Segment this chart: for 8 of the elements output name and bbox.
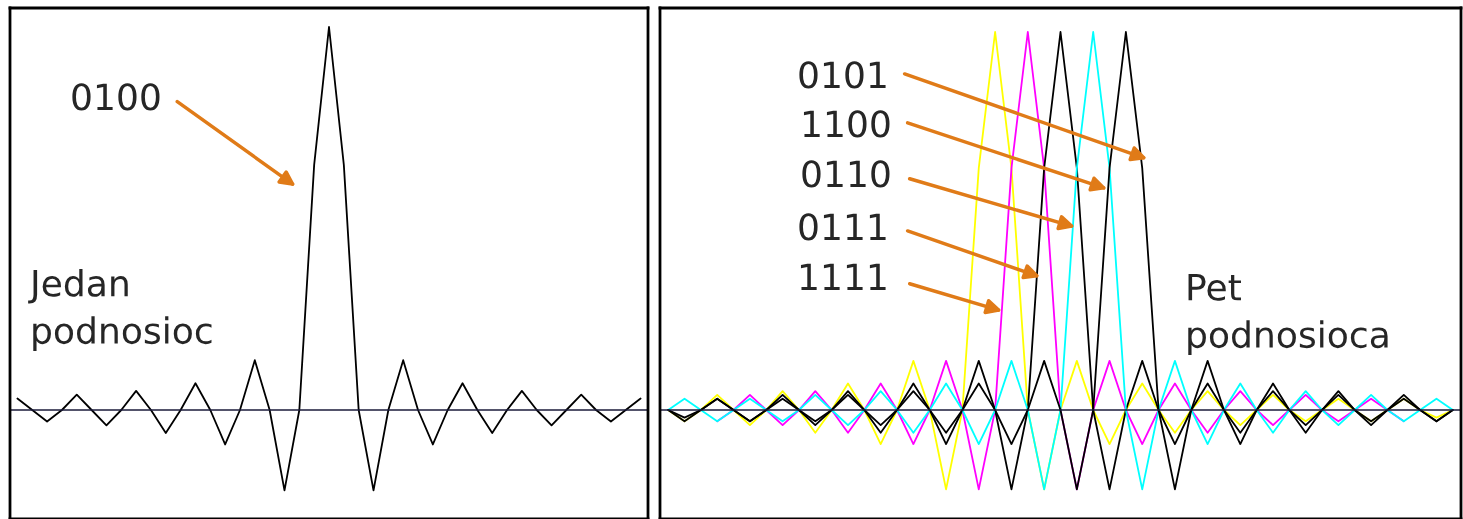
annotation: Pet podnosioca (1188, 273, 1388, 356)
annotation: 0111 (799, 213, 886, 241)
annotation: 1100 (803, 110, 890, 138)
annotation: 0110 (802, 160, 890, 188)
annotation: 1111 (800, 263, 886, 290)
annotation: 0100 (72, 83, 160, 111)
annotation: Jedan podnosioc (28, 268, 212, 352)
annotation: 0101 (799, 61, 886, 89)
